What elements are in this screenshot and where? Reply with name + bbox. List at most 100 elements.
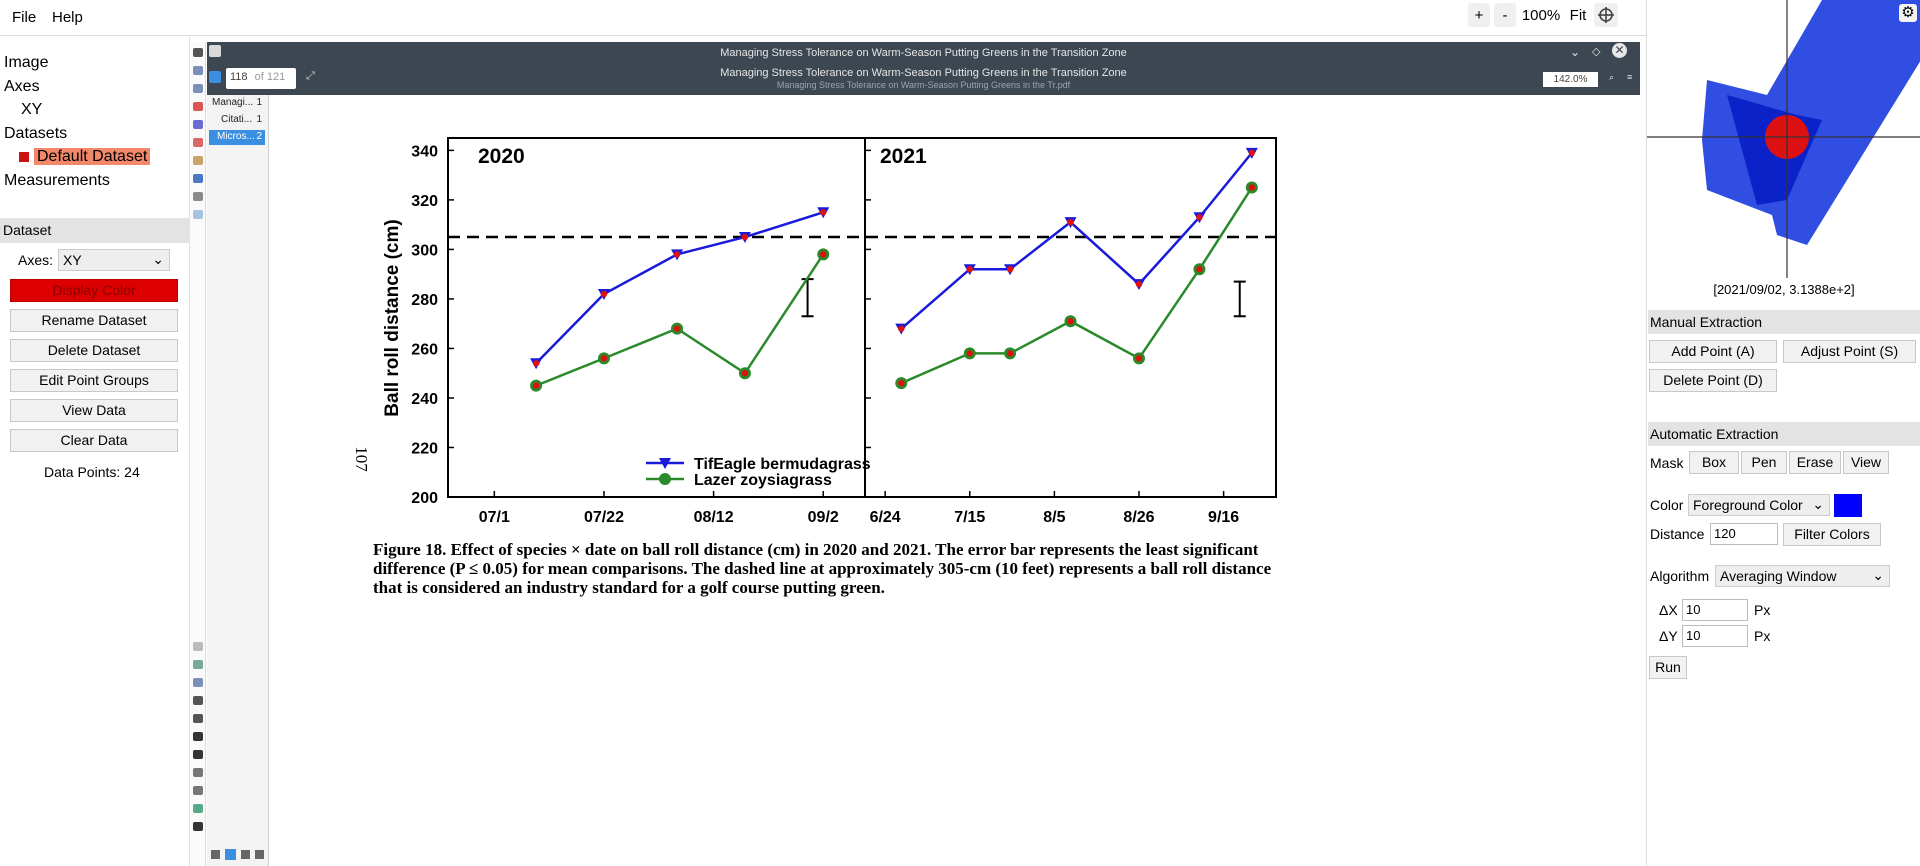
delta-x-label: ΔX [1659,602,1678,618]
tree-item-axes[interactable]: Axes [4,78,40,95]
extracted-point-marker [741,233,749,241]
extracted-point-marker [600,290,608,298]
legend-marker [659,473,671,485]
mask-view-button[interactable]: View [1843,451,1889,474]
series-line [535,211,824,365]
color-swatch[interactable] [1834,494,1862,517]
tool-icon[interactable] [193,48,203,57]
tool-icon[interactable] [211,850,220,859]
sidebar-toggle-icon[interactable] [209,71,221,83]
delta-y-input[interactable]: 10 [1682,625,1748,647]
rename-dataset-button[interactable]: Rename Dataset [10,309,178,332]
delta-x-input[interactable]: 10 [1682,599,1748,621]
crosshair-icon [1598,7,1614,23]
tool-icon[interactable] [193,642,203,651]
tool-icon[interactable] [255,850,264,859]
tool-icon[interactable] [193,66,203,75]
expand-icon[interactable]: ⤢ [306,70,315,82]
tree-item-image[interactable]: Image [4,54,49,71]
crosshair-button[interactable] [1594,3,1618,27]
outline-item-selected[interactable]: Micros... 2 [209,130,265,145]
mask-erase-button[interactable]: Erase [1789,451,1841,474]
tool-icon[interactable] [193,822,203,831]
view-data-button[interactable]: View Data [10,399,178,422]
pdf-header: Managing Stress Tolerance on Warm-Season… [207,42,1640,95]
tool-icon[interactable] [193,786,203,795]
clear-data-button[interactable]: Clear Data [10,429,178,452]
extracted-point-marker [532,382,540,389]
tool-icon[interactable] [193,768,203,777]
tool-icon[interactable] [193,804,203,813]
axes-select[interactable]: XY ⌄ [58,249,170,271]
tool-icon[interactable] [193,714,203,723]
chevron-down-icon: ⌄ [1872,567,1884,583]
tool-icon[interactable] [193,750,203,759]
tool-icon[interactable] [193,678,203,687]
add-point-button[interactable]: Add Point (A) [1649,340,1777,363]
extracted-point-marker [673,325,681,332]
menu-icon[interactable]: ≡ [1627,72,1633,82]
x-tick-label: 07/1 [479,509,510,526]
tree-item-datasets[interactable]: Datasets [4,125,68,142]
mask-box-button[interactable]: Box [1689,451,1739,474]
pdf-page[interactable]: 200 220 240 260 280 300 320 340 Ball roll distan… [273,95,1640,866]
delete-dataset-button[interactable]: Delete Dataset [10,339,178,362]
zoom-in-button[interactable]: + [1468,3,1490,27]
fit-button[interactable]: Fit [1566,3,1590,27]
tool-icon[interactable] [193,120,203,129]
pdf-zoom-value: 142.0% [1553,74,1588,85]
y-tick-label: 200 [411,490,438,507]
x-tick-label: 07/22 [584,509,624,526]
zoom-out-button[interactable]: - [1494,3,1516,27]
extracted-point-marker [1196,266,1203,273]
mask-pen-button[interactable]: Pen [1741,451,1787,474]
axes-select-value: XY [63,252,82,268]
tool-icon[interactable] [193,696,203,705]
x-tick-label: 08/12 [694,509,734,526]
tree-item-default-dataset[interactable]: Default Dataset [19,148,151,166]
gear-icon[interactable]: ⚙ [1899,4,1917,22]
tree-item-xy[interactable]: XY [21,101,43,118]
outline-item[interactable]: Managi... 1 [209,96,265,111]
algorithm-select[interactable]: Averaging Window ⌄ [1715,565,1890,587]
color-select[interactable]: Foreground Color ⌄ [1688,494,1830,516]
tool-icon[interactable] [241,850,250,859]
adjust-point-button[interactable]: Adjust Point (S) [1783,340,1916,363]
distance-input[interactable]: 120 [1710,523,1778,545]
page-number-field[interactable]: 118 of 121 [226,68,296,89]
file-menu[interactable]: File [12,9,37,26]
magnifier-coordinates: [2021/09/02, 3.1388e+2] [1713,282,1855,297]
x-tick-label: 9/16 [1208,509,1239,526]
delete-point-button[interactable]: Delete Point (D) [1649,369,1777,392]
chevron-down-icon: ⌄ [152,251,164,267]
tool-icon[interactable] [193,156,203,165]
y-tick-label: 300 [411,242,438,259]
outline-item[interactable]: Citati... 1 [209,113,265,128]
pdf-side-toolbar [190,42,206,866]
tool-icon[interactable] [193,660,203,669]
close-icon[interactable]: ✕ [1612,43,1627,58]
tool-icon[interactable] [193,102,203,111]
tool-icon[interactable] [193,84,203,93]
filter-colors-button[interactable]: Filter Colors [1783,523,1881,546]
pdf-zoom-field[interactable]: 142.0% [1543,72,1598,87]
extracted-point-marker [898,379,905,387]
help-menu[interactable]: Help [52,9,83,26]
tool-icon[interactable] [193,210,203,219]
image-viewer[interactable]: Managing Stress Tolerance on Warm-Season… [190,36,1640,866]
tool-icon[interactable] [193,192,203,201]
tool-icon[interactable] [225,849,236,860]
y-tick-label: 320 [411,193,438,210]
tool-icon[interactable] [193,174,203,183]
series-line [900,152,1253,330]
diamond-icon[interactable]: ◇ [1592,46,1601,58]
run-button[interactable]: Run [1649,656,1687,679]
edit-point-groups-button[interactable]: Edit Point Groups [10,369,178,392]
tree-item-measurements[interactable]: Measurements [4,172,110,189]
tool-icon[interactable] [193,732,203,741]
plot-frame [447,137,1277,498]
display-color-button[interactable]: Display Color [10,279,178,302]
tool-icon[interactable] [193,138,203,147]
search-icon[interactable]: ⌕ [1609,72,1615,82]
chevron-down-icon[interactable]: ⌄ [1570,45,1581,59]
